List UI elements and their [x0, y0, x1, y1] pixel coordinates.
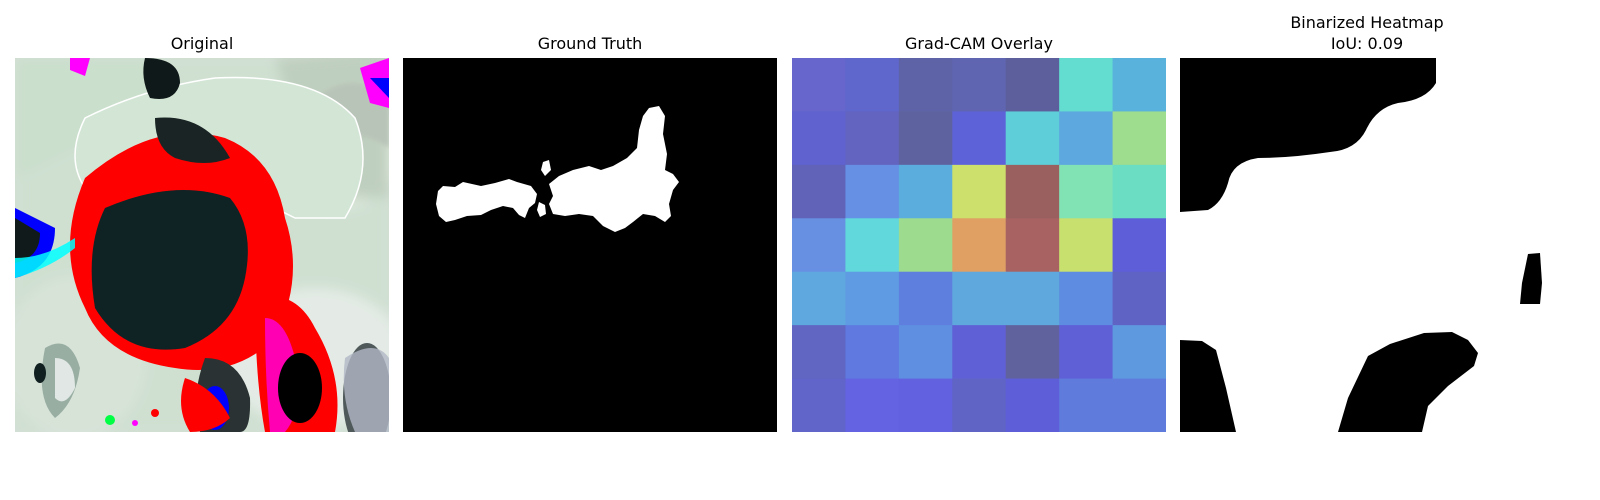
gradcam-cell — [898, 58, 953, 113]
gradcam-cell — [792, 164, 847, 219]
gradcam-cell — [1112, 58, 1166, 113]
gradcam-cell — [1005, 164, 1060, 219]
gradcam-cell — [1059, 378, 1114, 432]
original-image — [15, 58, 389, 432]
gradcam-heatmap — [792, 58, 1166, 432]
gradcam-cell — [952, 58, 1007, 113]
gradcam-cell — [1059, 218, 1114, 273]
gradcam-cell — [952, 164, 1007, 219]
gradcam-cell — [845, 58, 900, 113]
gradcam-cell — [1112, 164, 1166, 219]
panel-title-gradcam: Grad-CAM Overlay — [905, 34, 1053, 53]
gradcam-cell — [898, 111, 953, 166]
gradcam-cell — [845, 111, 900, 166]
gradcam-cell — [792, 218, 847, 273]
gradcam-cell — [1112, 111, 1166, 166]
iou-score: IoU: 0.09 — [1330, 34, 1404, 53]
gradcam-cell — [1059, 325, 1114, 380]
gradcam-cell — [1059, 111, 1114, 166]
ground-truth-mask — [403, 58, 777, 432]
panel-title-original: Original — [170, 34, 234, 53]
gradcam-cell — [1112, 325, 1166, 380]
gradcam-cell — [845, 218, 900, 273]
gradcam-cell — [952, 325, 1007, 380]
gradcam-cell — [1005, 58, 1060, 113]
gradcam-cell — [1005, 271, 1060, 326]
gradcam-cell — [845, 271, 900, 326]
gradcam-cell — [1059, 58, 1114, 113]
gradcam-cell — [898, 164, 953, 219]
binarized-heatmap — [1180, 58, 1554, 432]
gradcam-cell — [1112, 378, 1166, 432]
gradcam-cell — [845, 164, 900, 219]
gradcam-cell — [792, 58, 847, 113]
gradcam-cell — [792, 378, 847, 432]
gradcam-cell — [1112, 218, 1166, 273]
gradcam-cell — [1005, 325, 1060, 380]
gradcam-cell — [792, 325, 847, 380]
gradcam-cell — [1005, 378, 1060, 432]
binarized-title-line: Binarized Heatmap — [1290, 13, 1444, 32]
panel-title-binarized: Binarized Heatmap IoU: 0.09 — [1180, 12, 1554, 54]
gradcam-cell — [898, 378, 953, 432]
gradcam-cell — [898, 271, 953, 326]
gradcam-cell — [1005, 111, 1060, 166]
gradcam-cell — [898, 218, 953, 273]
gradcam-cell — [898, 325, 953, 380]
gradcam-cell — [1112, 271, 1166, 326]
gradcam-cell — [952, 218, 1007, 273]
gradcam-cell — [952, 271, 1007, 326]
gradcam-cell — [845, 325, 900, 380]
gradcam-cell — [952, 111, 1007, 166]
gradcam-cell — [952, 378, 1007, 432]
gradcam-cell — [1059, 271, 1114, 326]
gradcam-cell — [1059, 164, 1114, 219]
gradcam-cell — [1005, 218, 1060, 273]
panel-title-ground-truth: Ground Truth — [537, 34, 643, 53]
gradcam-cell — [792, 111, 847, 166]
gradcam-cell — [845, 378, 900, 432]
gradcam-cell — [792, 271, 847, 326]
